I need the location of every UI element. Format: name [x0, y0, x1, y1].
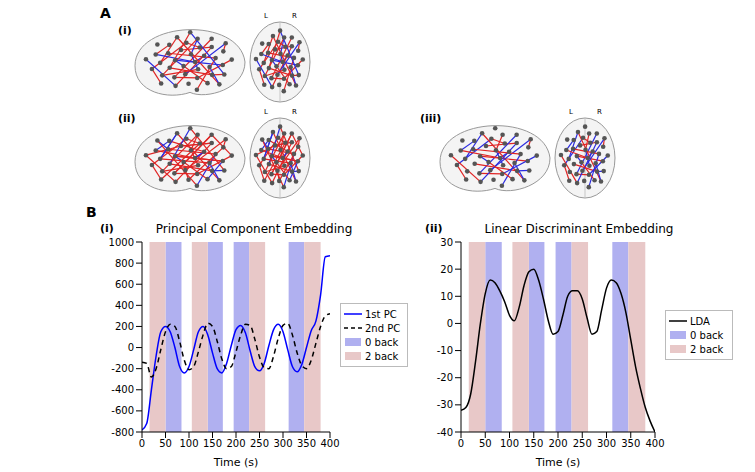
svg-text:300: 300 — [273, 438, 292, 449]
svg-text:200: 200 — [548, 438, 567, 449]
svg-text:150: 150 — [524, 438, 543, 449]
svg-text:150: 150 — [203, 438, 222, 449]
svg-text:(i): (i) — [118, 24, 132, 37]
svg-text:1000: 1000 — [109, 238, 134, 248]
svg-text:800: 800 — [115, 258, 134, 269]
svg-text:200: 200 — [115, 321, 134, 332]
svg-text:A: A — [100, 5, 111, 21]
svg-text:350: 350 — [621, 438, 640, 449]
html-text:LDA: LDA — [690, 315, 710, 327]
svg-text:200: 200 — [226, 438, 245, 449]
svg-text:-200: -200 — [111, 363, 134, 374]
svg-text:600: 600 — [115, 279, 134, 290]
html-text:(ii): (ii) — [425, 222, 443, 235]
svg-text:L: L — [569, 108, 573, 116]
svg-text:-10: -10 — [437, 345, 453, 356]
svg-text:400: 400 — [115, 300, 134, 311]
html-text:Principal Component Embedding: Principal Component Embedding — [155, 222, 353, 236]
svg-text:400: 400 — [320, 438, 339, 449]
html-text:Linear Discriminant Embedding: Linear Discriminant Embedding — [484, 222, 674, 236]
svg-text:20: 20 — [440, 264, 453, 275]
svg-text:-600: -600 — [111, 405, 134, 416]
svg-text:50: 50 — [159, 438, 172, 449]
svg-text:250: 250 — [250, 438, 269, 449]
svg-text:100: 100 — [500, 438, 519, 449]
svg-text:50: 50 — [479, 438, 492, 449]
svg-text:L: L — [264, 108, 268, 116]
svg-text:-800: -800 — [111, 427, 134, 438]
svg-text:Time (s): Time (s) — [213, 456, 259, 468]
svg-text:300: 300 — [597, 438, 616, 449]
svg-text:R: R — [292, 12, 297, 20]
html-text:2nd PC: 2nd PC — [365, 322, 401, 334]
svg-text:10: 10 — [440, 291, 453, 302]
html-text:0 back: 0 back — [365, 336, 399, 348]
svg-text:-400: -400 — [111, 384, 134, 395]
svg-text:Time (s): Time (s) — [535, 456, 581, 468]
svg-text:100: 100 — [179, 438, 198, 449]
svg-text:-40: -40 — [437, 427, 453, 438]
svg-text:30: 30 — [440, 238, 453, 248]
svg-text:0: 0 — [447, 318, 453, 329]
html-text:2 back: 2 back — [365, 350, 399, 362]
html-text:(i): (i) — [100, 222, 114, 235]
svg-text:350: 350 — [297, 438, 316, 449]
svg-text:0: 0 — [128, 342, 134, 353]
html-text:B: B — [86, 204, 97, 220]
svg-text:400: 400 — [645, 438, 664, 449]
svg-text:-20: -20 — [437, 372, 453, 383]
svg-text:0: 0 — [458, 438, 464, 449]
html-text:1st PC: 1st PC — [365, 308, 397, 320]
svg-text:-30: -30 — [437, 399, 453, 410]
svg-text:(ii): (ii) — [118, 112, 136, 125]
svg-text:R: R — [292, 108, 297, 116]
html-text:0 back: 0 back — [690, 329, 724, 341]
svg-text:L: L — [264, 12, 268, 20]
svg-text:R: R — [597, 108, 602, 116]
html-text:2 back: 2 back — [690, 343, 724, 355]
svg-text:250: 250 — [573, 438, 592, 449]
svg-text:(iii): (iii) — [420, 112, 441, 125]
svg-text:0: 0 — [139, 438, 145, 449]
